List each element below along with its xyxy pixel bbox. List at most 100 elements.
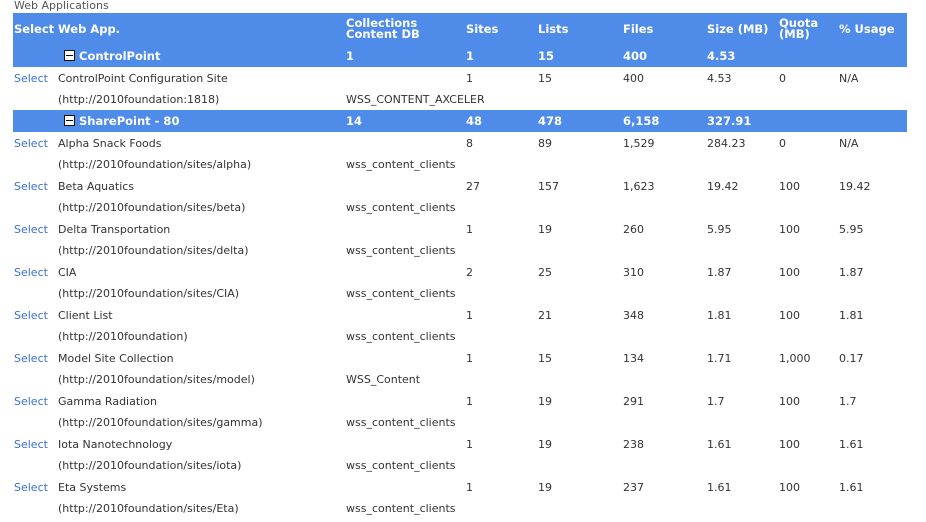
site-url: (http://2010foundation/sites/beta) [58,201,246,214]
select-link[interactable]: Select [14,222,48,236]
sites-value: 1 [466,351,473,365]
sites-value: 1 [466,480,473,494]
collapse-icon[interactable] [64,50,75,61]
content-db: wss_content_clients [346,459,456,472]
files-value: 1,529 [623,136,655,150]
group-collections: 1 [345,45,465,67]
content-db: WSS_Content [346,373,421,386]
quota-value: 1,000 [779,351,811,365]
content-db: wss_content_clients [346,416,456,429]
spacer [13,326,57,347]
table-row-url: (http://2010foundation/sites/beta) wss_co… [13,197,907,218]
db-empty [345,132,465,154]
spacer [13,369,57,390]
col-usage[interactable]: % Usage [838,13,907,45]
site-name: Iota Nanotechnology [58,437,173,451]
col-collections-db[interactable]: Collections Content DB [345,13,465,45]
group-name-cell: ControlPoint [57,45,345,67]
select-link[interactable]: Select [14,179,48,193]
group-collections: 14 [345,110,465,132]
table-row-url: (http://2010foundation/sites/Eta) wss_con… [13,498,907,519]
usage-value: 1.61 [839,480,864,494]
col-lists[interactable]: Lists [537,13,622,45]
size-value: 5.95 [707,222,732,236]
table-row-url: (http://2010foundation/sites/alpha) wss_c… [13,154,907,175]
db-empty [345,261,465,283]
select-link[interactable]: Select [14,71,48,85]
lists-value: 19 [538,222,552,236]
group-usage [838,45,907,67]
select-link[interactable]: Select [14,480,48,494]
sites-value: 2 [466,265,473,279]
site-url: (http://2010foundation) [58,330,188,343]
db-empty [345,347,465,369]
table-row: Select Beta Aquatics 27 157 1,623 19.42 100 19.… [13,175,907,197]
col-quota[interactable]: Quota (MB) [778,13,838,45]
table-row-url: (http://2010foundation/sites/gamma) wss_c… [13,412,907,433]
size-value: 1.61 [707,437,732,451]
lists-value: 25 [538,265,552,279]
select-link[interactable]: Select [14,394,48,408]
content-db: WSS_CONTENT_AXCELER [346,93,485,106]
group-usage [838,110,907,132]
usage-value: 1.81 [839,308,864,322]
content-db: wss_content_clients [346,502,456,515]
sites-value: 1 [466,394,473,408]
lists-value: 19 [538,437,552,451]
table-row-url: (http://2010foundation/sites/delta) wss_c… [13,240,907,261]
size-value: 4.53 [707,71,732,85]
lists-value: 19 [538,480,552,494]
db-empty [345,67,465,89]
table-row-url: (http://2010foundation:1818) WSS_CONTENT_… [13,89,907,110]
files-value: 237 [623,480,644,494]
group-name: SharePoint - 80 [79,114,180,128]
spacer [13,283,57,304]
table-row-url: (http://2010foundation/sites/CIA) wss_con… [13,283,907,304]
site-url: (http://2010foundation/sites/delta) [58,244,249,257]
select-link[interactable]: Select [14,351,48,365]
collapse-icon[interactable] [64,115,75,126]
select-link[interactable]: Select [14,136,48,150]
select-link[interactable]: Select [14,437,48,451]
size-value: 1.87 [707,265,732,279]
site-name: Eta Systems [58,480,127,494]
group-files: 6,158 [622,110,706,132]
group-files: 400 [622,45,706,67]
header-row: Select Web App. Collections Content DB S… [13,13,907,45]
col-size[interactable]: Size (MB) [706,13,778,45]
group-sites: 1 [465,45,537,67]
usage-value: N/A [839,136,859,150]
spacer [13,412,57,433]
spacer [13,154,57,175]
site-name: CIA [58,265,77,279]
files-value: 1,623 [623,179,655,193]
usage-value: 1.61 [839,437,864,451]
group-row: SharePoint - 80 14 48 478 6,158 327.91 [13,110,907,132]
lists-value: 15 [538,71,552,85]
content-db: wss_content_clients [346,330,456,343]
content-db: wss_content_clients [346,244,456,257]
lists-value: 15 [538,351,552,365]
site-url: (http://2010foundation/sites/Eta) [58,502,239,515]
site-name: Beta Aquatics [58,179,135,193]
select-link[interactable]: Select [14,308,48,322]
lists-value: 89 [538,136,552,150]
sites-value: 27 [466,179,480,193]
files-value: 134 [623,351,644,365]
col-sites[interactable]: Sites [465,13,537,45]
site-name: ControlPoint Configuration Site [58,71,228,85]
lists-value: 157 [538,179,559,193]
site-url: (http://2010foundation/sites/CIA) [58,287,240,300]
sites-value: 1 [466,308,473,322]
group-quota [778,110,838,132]
col-files[interactable]: Files [622,13,706,45]
quota-value: 100 [779,308,800,322]
col-web-app[interactable]: Web App. [57,13,345,45]
db-empty [345,218,465,240]
spacer [13,498,57,519]
group-lists: 15 [537,45,622,67]
site-name: Model Site Collection [58,351,174,365]
select-link[interactable]: Select [14,265,48,279]
group-name: ControlPoint [79,49,161,63]
spacer [13,197,57,218]
